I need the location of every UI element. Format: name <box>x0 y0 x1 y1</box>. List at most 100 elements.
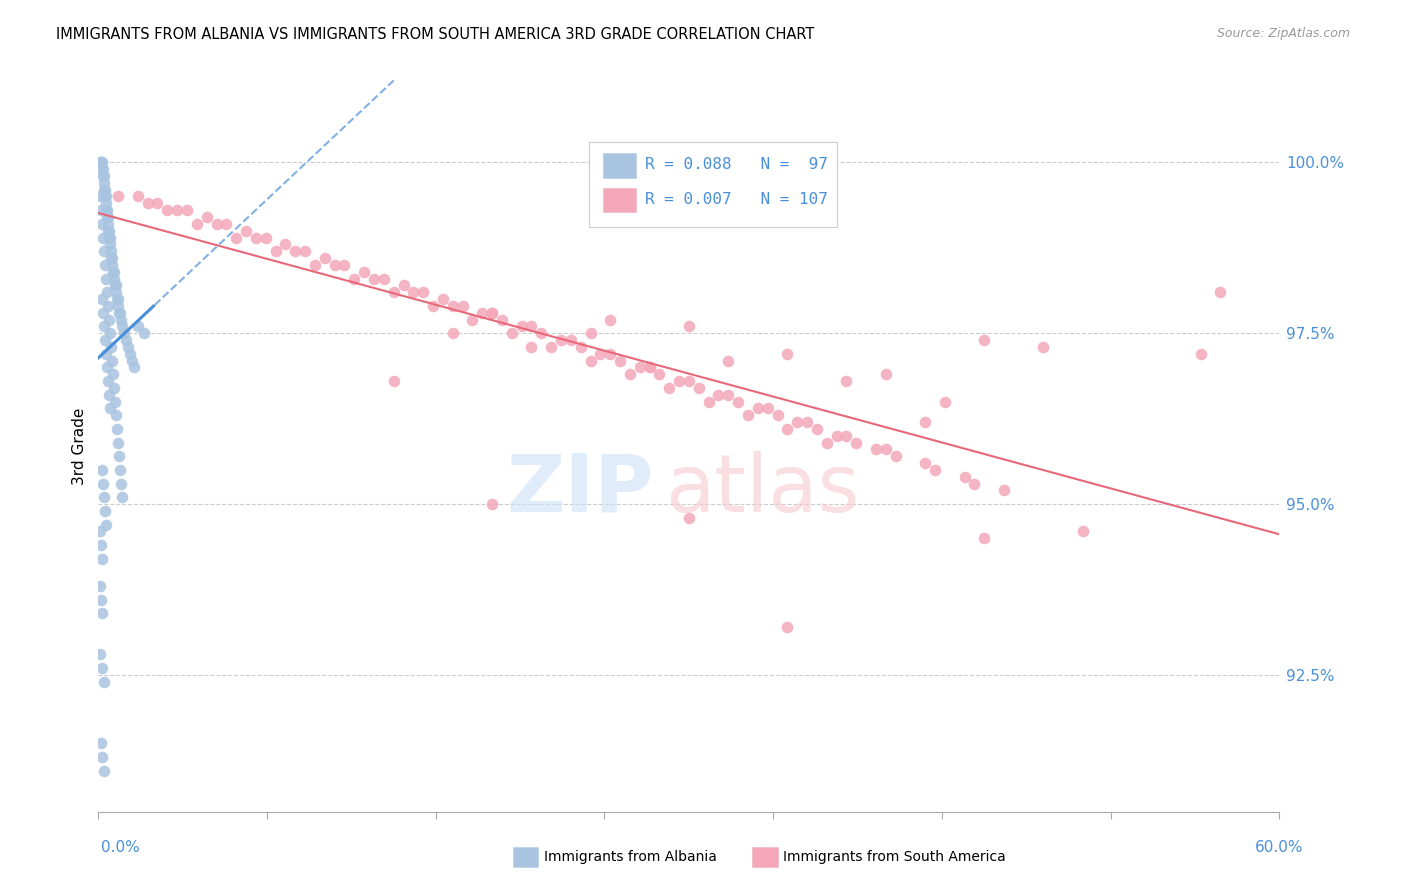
Point <box>94 504 117 518</box>
Point <box>825 429 848 443</box>
Point <box>1071 524 1094 539</box>
Point <box>382 285 405 300</box>
Point <box>678 374 700 388</box>
Point <box>186 217 208 231</box>
Point <box>107 435 129 450</box>
Point <box>98 224 121 238</box>
Point <box>91 162 114 177</box>
Point <box>91 551 114 566</box>
Text: IMMIGRANTS FROM ALBANIA VS IMMIGRANTS FROM SOUTH AMERICA 3RD GRADE CORRELATION C: IMMIGRANTS FROM ALBANIA VS IMMIGRANTS FR… <box>56 27 814 42</box>
Point <box>108 306 131 320</box>
Point <box>422 299 444 313</box>
Point <box>93 490 115 504</box>
Point <box>93 476 115 491</box>
Point <box>884 449 907 463</box>
Point <box>93 169 115 183</box>
Point <box>294 244 316 259</box>
Point <box>392 278 415 293</box>
Point <box>91 463 114 477</box>
Point <box>815 435 838 450</box>
Text: R = 0.088   N =  97: R = 0.088 N = 97 <box>645 157 828 172</box>
Point <box>619 368 641 382</box>
Point <box>215 217 238 231</box>
Point <box>101 353 124 368</box>
Point <box>382 374 405 388</box>
Point <box>103 381 125 395</box>
Point <box>678 319 700 334</box>
Point <box>96 271 118 285</box>
Point <box>93 162 115 177</box>
Point <box>776 620 799 634</box>
Point <box>412 285 434 300</box>
Point <box>776 347 799 361</box>
Point <box>1032 340 1054 354</box>
Point <box>127 189 149 203</box>
Point <box>934 394 956 409</box>
Point <box>264 244 287 259</box>
Point <box>156 203 179 218</box>
Point <box>530 326 553 341</box>
Point <box>94 258 117 272</box>
Point <box>96 196 118 211</box>
Point <box>343 271 366 285</box>
Point <box>93 230 115 244</box>
Point <box>481 497 503 511</box>
Point <box>97 210 120 224</box>
Point <box>786 415 808 429</box>
Point <box>727 394 749 409</box>
Point <box>717 353 740 368</box>
Point <box>91 750 114 764</box>
Point <box>363 271 385 285</box>
Text: ZIP: ZIP <box>506 450 654 529</box>
Point <box>491 312 513 326</box>
Point <box>993 483 1015 498</box>
Point <box>914 456 936 470</box>
Point <box>93 674 115 689</box>
Text: Immigrants from Albania: Immigrants from Albania <box>544 850 717 864</box>
Point <box>90 203 112 218</box>
FancyBboxPatch shape <box>603 153 636 178</box>
Point <box>111 319 134 334</box>
Point <box>122 360 145 375</box>
Point <box>117 340 139 354</box>
Point <box>96 285 118 300</box>
Point <box>835 374 858 388</box>
Point <box>599 312 621 326</box>
Point <box>96 347 118 361</box>
Point <box>865 442 887 457</box>
Point <box>235 224 257 238</box>
Point <box>333 258 356 272</box>
Point <box>98 230 121 244</box>
Point <box>510 319 533 334</box>
Point <box>103 265 125 279</box>
Point <box>91 155 114 169</box>
Point <box>93 306 115 320</box>
Point <box>101 258 124 272</box>
Point <box>97 299 120 313</box>
Point <box>845 435 868 450</box>
Point <box>100 244 122 259</box>
Point <box>90 155 112 169</box>
Point <box>441 326 464 341</box>
Point <box>875 368 897 382</box>
Point <box>96 210 118 224</box>
Point <box>520 319 543 334</box>
Point <box>697 394 720 409</box>
Point <box>441 299 464 313</box>
Point <box>274 237 297 252</box>
Point <box>323 258 346 272</box>
Point <box>806 422 828 436</box>
Point <box>658 381 681 395</box>
Point <box>756 401 779 416</box>
Point <box>96 203 118 218</box>
Point <box>481 306 503 320</box>
Point <box>107 292 129 306</box>
Point <box>89 189 111 203</box>
Point <box>89 648 111 662</box>
Point <box>973 333 995 347</box>
Point <box>93 176 115 190</box>
Point <box>110 476 132 491</box>
Point <box>93 764 115 778</box>
Point <box>1189 347 1212 361</box>
Point <box>97 217 120 231</box>
